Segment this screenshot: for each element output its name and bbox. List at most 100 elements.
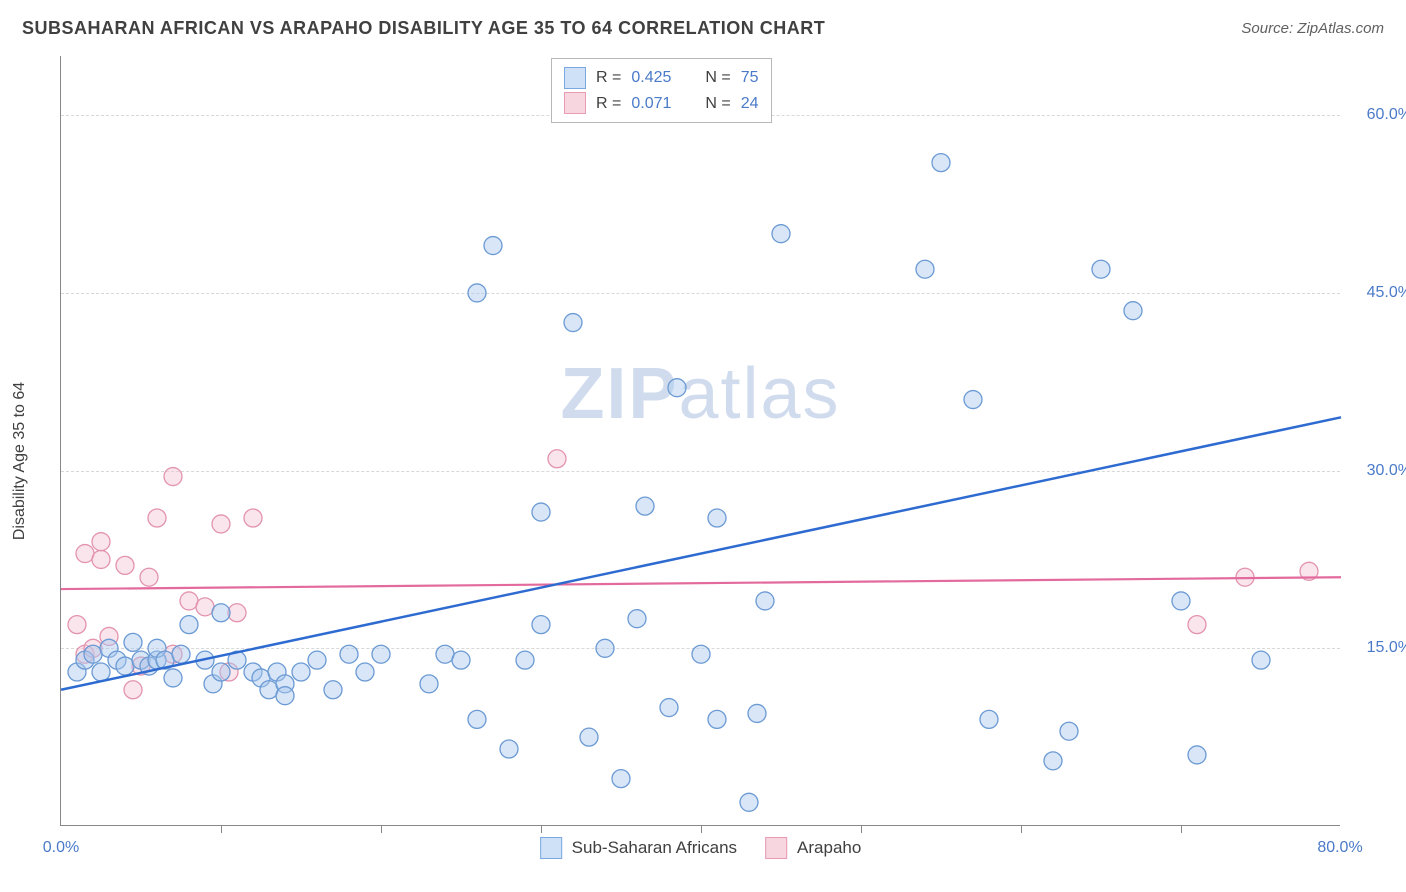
plot-area: ZIPatlas R =0.425N =75R =0.071N =24 15.0… — [60, 56, 1340, 826]
data-point-blue — [468, 284, 486, 302]
data-point-blue — [612, 770, 630, 788]
data-point-blue — [692, 645, 710, 663]
data-point-blue — [292, 663, 310, 681]
stats-r-label: R = — [596, 91, 621, 117]
data-point-blue — [532, 616, 550, 634]
data-point-blue — [916, 260, 934, 278]
data-point-blue — [668, 379, 686, 397]
data-point-blue — [340, 645, 358, 663]
stats-n-value: 24 — [741, 91, 759, 117]
data-point-pink — [164, 468, 182, 486]
data-point-pink — [180, 592, 198, 610]
data-point-pink — [68, 616, 86, 634]
data-point-blue — [324, 681, 342, 699]
stats-swatch-blue — [564, 67, 586, 89]
stats-r-label: R = — [596, 65, 621, 91]
legend-label-pink: Arapaho — [797, 838, 861, 858]
data-point-blue — [1044, 752, 1062, 770]
data-point-pink — [1188, 616, 1206, 634]
data-point-blue — [92, 663, 110, 681]
x-min-label: 0.0% — [43, 839, 79, 857]
data-point-blue — [420, 675, 438, 693]
data-point-blue — [212, 663, 230, 681]
x-tick — [381, 825, 382, 833]
x-tick — [1181, 825, 1182, 833]
data-point-blue — [356, 663, 374, 681]
data-point-blue — [756, 592, 774, 610]
data-point-blue — [484, 237, 502, 255]
data-point-blue — [172, 645, 190, 663]
data-point-blue — [468, 710, 486, 728]
y-tick-label: 45.0% — [1367, 284, 1406, 302]
data-point-blue — [1188, 746, 1206, 764]
stats-row-blue: R =0.425N =75 — [564, 65, 759, 91]
data-point-blue — [116, 657, 134, 675]
stats-n-value: 75 — [741, 65, 759, 91]
data-point-blue — [628, 610, 646, 628]
data-point-pink — [244, 509, 262, 527]
source-prefix: Source: — [1241, 20, 1297, 37]
data-point-blue — [772, 225, 790, 243]
stats-r-value: 0.071 — [631, 91, 671, 117]
trend-line-pink — [61, 577, 1341, 589]
data-point-blue — [436, 645, 454, 663]
data-point-pink — [76, 545, 94, 563]
chart-title: SUBSAHARAN AFRICAN VS ARAPAHO DISABILITY… — [22, 18, 825, 39]
stats-legend-box: R =0.425N =75R =0.071N =24 — [551, 58, 772, 123]
data-point-pink — [92, 550, 110, 568]
data-point-pink — [148, 509, 166, 527]
data-point-pink — [116, 556, 134, 574]
y-tick-label: 15.0% — [1367, 639, 1406, 657]
legend-item-blue: Sub-Saharan Africans — [540, 837, 737, 859]
y-tick-label: 30.0% — [1367, 462, 1406, 480]
data-point-blue — [84, 645, 102, 663]
stats-row-pink: R = 0.071 N = 24 — [564, 91, 759, 117]
x-tick — [861, 825, 862, 833]
data-point-blue — [636, 497, 654, 515]
data-point-blue — [932, 154, 950, 172]
data-point-blue — [980, 710, 998, 728]
legend-item-pink: Arapaho — [765, 837, 861, 859]
data-point-blue — [708, 509, 726, 527]
data-point-pink — [228, 604, 246, 622]
data-point-pink — [212, 515, 230, 533]
data-point-blue — [260, 681, 278, 699]
data-point-blue — [1092, 260, 1110, 278]
stats-n-label: N = — [705, 91, 730, 117]
data-point-blue — [1252, 651, 1270, 669]
x-tick — [1021, 825, 1022, 833]
data-point-blue — [964, 391, 982, 409]
data-point-blue — [452, 651, 470, 669]
data-point-blue — [1060, 722, 1078, 740]
legend-swatch-blue — [540, 837, 562, 859]
y-axis-label: Disability Age 35 to 64 — [11, 382, 29, 540]
x-tick — [701, 825, 702, 833]
data-point-blue — [276, 687, 294, 705]
data-point-blue — [308, 651, 326, 669]
bottom-legend: Sub-Saharan Africans Arapaho — [540, 837, 862, 859]
data-point-blue — [580, 728, 598, 746]
y-tick-label: 60.0% — [1367, 106, 1406, 124]
data-point-blue — [740, 793, 758, 811]
data-point-blue — [708, 710, 726, 728]
data-point-blue — [1124, 302, 1142, 320]
data-point-blue — [564, 314, 582, 332]
data-point-blue — [1172, 592, 1190, 610]
stats-n-label: N = — [705, 65, 730, 91]
legend-label-blue: Sub-Saharan Africans — [572, 838, 737, 858]
data-point-pink — [548, 450, 566, 468]
data-point-pink — [196, 598, 214, 616]
data-point-blue — [124, 633, 142, 651]
data-point-blue — [180, 616, 198, 634]
data-point-blue — [164, 669, 182, 687]
x-max-label: 80.0% — [1317, 839, 1362, 857]
source-name: ZipAtlas.com — [1297, 20, 1384, 37]
plot-container: Disability Age 35 to 64 ZIPatlas R =0.42… — [50, 56, 1390, 866]
data-point-blue — [516, 651, 534, 669]
data-point-blue — [596, 639, 614, 657]
x-tick — [221, 825, 222, 833]
data-point-blue — [372, 645, 390, 663]
x-tick — [541, 825, 542, 833]
data-point-blue — [500, 740, 518, 758]
data-point-blue — [532, 503, 550, 521]
